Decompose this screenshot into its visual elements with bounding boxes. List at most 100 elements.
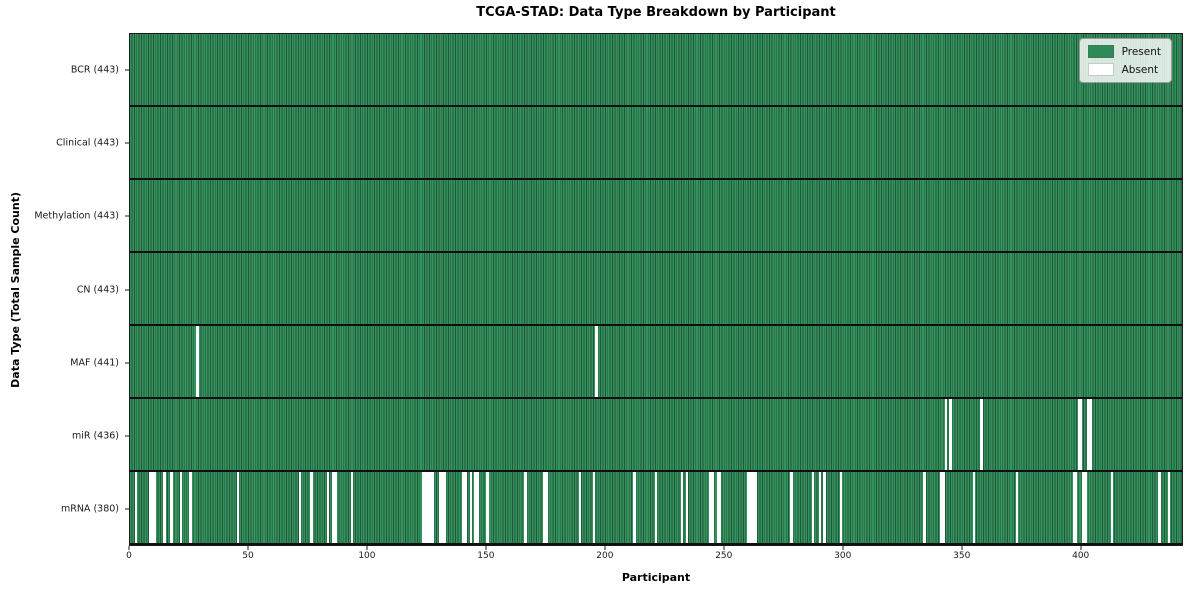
legend-label-present: Present	[1121, 45, 1161, 58]
absent-stripe	[578, 472, 582, 543]
absent-stripe	[818, 472, 822, 543]
y-tick-label-methylation: Methylation (443)	[34, 210, 119, 222]
absent-stripe	[426, 472, 430, 543]
x-tick-mark	[485, 546, 487, 550]
absent-stripe	[474, 472, 477, 543]
y-tick-mark	[125, 69, 129, 71]
absent-stripe	[236, 472, 240, 543]
absent-stripe	[429, 472, 432, 543]
y-tick-mark	[125, 142, 129, 144]
row-maf	[130, 326, 1182, 399]
legend-swatch-present-icon	[1087, 45, 1114, 58]
x-tick-label: 0	[126, 551, 132, 561]
absent-stripe	[424, 472, 427, 543]
absent-stripe	[1079, 399, 1083, 470]
absent-stripe	[633, 472, 636, 543]
y-tick-mark	[125, 362, 129, 364]
legend-swatch-absent-icon	[1087, 63, 1114, 76]
absent-stripe	[298, 472, 301, 543]
x-tick-label: 50	[242, 551, 254, 561]
x-tick-mark	[366, 546, 368, 550]
absent-stripe	[431, 472, 434, 543]
x-tick-mark	[247, 546, 249, 550]
absent-stripe	[709, 472, 712, 543]
y-tick-label-mir: miR (436)	[71, 430, 119, 442]
absent-stripe	[1110, 472, 1114, 543]
row-clinical	[130, 107, 1182, 180]
y-axis-ticks: BCR (443) Clinical (443) Methylation (443)…	[0, 33, 129, 546]
plot-area: Present Absent	[129, 33, 1183, 546]
absent-stripe	[441, 472, 444, 543]
x-tick-label: 200	[596, 551, 614, 561]
absent-stripe	[711, 472, 715, 543]
x-tick-mark	[128, 546, 130, 550]
y-tick-mark	[125, 289, 129, 290]
absent-stripe	[973, 472, 976, 543]
absent-stripe	[718, 472, 722, 543]
absent-stripe	[524, 472, 527, 543]
absent-stripe	[196, 326, 199, 397]
x-tick-label: 100	[358, 551, 376, 561]
absent-stripe	[189, 472, 192, 543]
absent-stripe	[350, 472, 354, 543]
absent-stripe	[486, 472, 489, 543]
absent-stripe	[179, 472, 183, 543]
absent-stripe	[422, 472, 425, 543]
x-tick-mark	[1080, 546, 1082, 550]
absent-stripe	[438, 472, 442, 543]
y-tick-mark	[125, 215, 129, 217]
absent-stripe	[595, 326, 598, 397]
absent-stripe	[310, 472, 313, 543]
absent-stripe	[545, 472, 548, 543]
absent-stripe	[462, 472, 465, 543]
absent-stripe	[923, 472, 926, 543]
x-tick-mark	[604, 546, 606, 550]
absent-stripe	[327, 472, 330, 543]
absent-stripe	[1075, 472, 1078, 543]
absent-stripe	[469, 472, 472, 543]
absent-stripe	[939, 472, 943, 543]
absent-stripe	[170, 472, 173, 543]
absent-stripe	[1082, 472, 1085, 543]
absent-stripe	[1158, 472, 1161, 543]
absent-stripe	[1077, 399, 1080, 470]
x-axis-title: Participant	[621, 571, 691, 584]
x-tick-mark	[961, 546, 963, 550]
y-tick-label-bcr: BCR (443)	[70, 64, 119, 76]
absent-stripe	[747, 472, 750, 543]
absent-stripe	[752, 472, 755, 543]
legend-label-absent: Absent	[1121, 63, 1159, 76]
absent-stripe	[134, 472, 138, 543]
x-tick-mark	[723, 546, 725, 550]
y-tick-label-cn: CN (443)	[76, 284, 119, 295]
row-cn	[130, 253, 1182, 326]
legend-item-present: Present	[1087, 45, 1161, 58]
x-tick-label: 350	[953, 551, 971, 561]
absent-stripe	[1089, 399, 1092, 470]
absent-stripe	[840, 472, 843, 543]
absent-stripe	[464, 472, 468, 543]
y-tick-mark	[125, 508, 129, 510]
absent-stripe	[153, 472, 157, 543]
absent-stripe	[1084, 472, 1087, 543]
absent-stripe	[944, 399, 947, 470]
absent-stripe	[654, 472, 658, 543]
row-mrna	[130, 472, 1182, 545]
absent-stripe	[1167, 472, 1171, 543]
x-axis-ticks: 0 50 100 150 200 250 300 350 400	[126, 546, 1183, 568]
x-tick-label: 150	[477, 551, 495, 561]
absent-stripe	[1072, 472, 1076, 543]
absent-stripe	[685, 472, 689, 543]
absent-stripe	[823, 472, 826, 543]
absent-stripe	[980, 399, 983, 470]
absent-stripe	[1015, 472, 1019, 543]
absent-stripe	[593, 472, 596, 543]
y-tick-label-maf: MAF (441)	[70, 357, 119, 369]
absent-stripe	[749, 472, 753, 543]
row-methylation	[130, 180, 1182, 253]
y-tick-mark	[125, 435, 129, 437]
absent-stripe	[476, 472, 480, 543]
row-mir	[130, 399, 1182, 472]
absent-stripe	[331, 472, 335, 543]
